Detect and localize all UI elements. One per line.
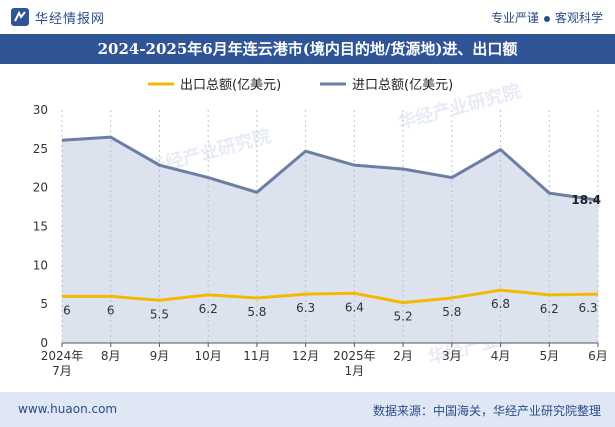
x-tick-label-line: 9月 xyxy=(150,349,170,363)
chart-title: 2024-2025年6月年连云港市(境内目的地/货源地)进、出口额 xyxy=(0,34,615,64)
footer-source: 数据来源：中国海关，华经产业研究院整理 xyxy=(372,404,601,418)
data-label-s0-3: 6.2 xyxy=(199,302,218,316)
y-tick-label-6: 30 xyxy=(33,103,48,117)
data-label-s0-7: 5.2 xyxy=(394,310,413,324)
data-label-s0-8: 5.8 xyxy=(442,305,461,319)
legend-label-0: 出口总额(亿美元) xyxy=(180,78,281,93)
tagline-right: 客观科学 xyxy=(554,11,603,25)
y-tick-label-3: 15 xyxy=(33,220,48,234)
y-tick-label-5: 25 xyxy=(33,142,48,156)
x-tick-label-line: 4月 xyxy=(491,349,511,363)
x-tick-label-line: 10月 xyxy=(195,349,222,363)
data-label-s0-4: 5.8 xyxy=(247,305,266,319)
chart: 华经产业研究院华经产业研究院华经产业研究院华经产业研究院051015202530… xyxy=(33,78,608,378)
footer: www.huaon.com 数据来源：中国海关，华经产业研究院整理 xyxy=(0,392,615,427)
data-label-s0-6: 6.4 xyxy=(345,300,364,314)
series-line-0 xyxy=(62,288,599,305)
x-tick-label-line: 12月 xyxy=(292,349,319,363)
x-tick-label-line: 11月 xyxy=(243,349,270,363)
x-tick-label-line: 2024年 xyxy=(41,349,84,363)
x-tick-label-line: 8月 xyxy=(101,349,121,363)
x-tick-label-line: 3月 xyxy=(442,349,462,363)
x-tick-label-9: 4月 xyxy=(491,349,511,363)
y-tick-label-0: 0 xyxy=(40,336,48,350)
x-tick-label-line: 2月 xyxy=(393,349,413,363)
y-tick-label-4: 20 xyxy=(33,181,48,195)
logo-icon xyxy=(11,8,29,26)
data-label-s0-5: 6.3 xyxy=(296,301,315,315)
data-label-s0-2: 5.5 xyxy=(150,307,169,321)
y-tick-label-2: 10 xyxy=(33,258,48,272)
data-label-s0-1: 6 xyxy=(107,303,115,317)
data-label-s0-9: 6.8 xyxy=(491,297,510,311)
legend-label-1: 进口总额(亿美元) xyxy=(352,78,453,93)
x-tick-label-line: 7月 xyxy=(52,364,72,378)
data-label-s0-11: 6.3 xyxy=(578,301,597,315)
top-bar: 华经情报网 专业严谨 客观科学 xyxy=(0,0,615,34)
x-tick-label-line: 2025年 xyxy=(333,349,376,363)
tagline-left: 专业严谨 xyxy=(490,11,539,25)
x-tick-label-6: 2025年 1月 xyxy=(333,349,376,378)
x-tick-label-4: 11月 xyxy=(243,349,270,363)
x-tick-label-8: 3月 xyxy=(442,349,462,363)
footer-website[interactable]: www.huaon.com xyxy=(18,402,118,416)
x-tick-label-line: 1月 xyxy=(345,364,365,378)
x-tick-label-1: 8月 xyxy=(101,349,121,363)
site-name: 华经情报网 xyxy=(35,11,106,27)
x-tick-label-5: 12月 xyxy=(292,349,319,363)
dot-icon xyxy=(543,15,550,22)
data-label-s0-10: 6.2 xyxy=(540,302,559,316)
series-line-1 xyxy=(61,135,599,202)
x-tick-label-line: 5月 xyxy=(539,349,559,363)
x-tick-label-10: 5月 xyxy=(539,349,559,363)
x-tick-label-2: 9月 xyxy=(150,349,170,363)
data-label-s1-11: 18.4 xyxy=(571,193,601,207)
data-label-s0-0: 6 xyxy=(63,303,71,317)
logo[interactable]: 华经情报网 xyxy=(10,7,105,27)
series-area-1 xyxy=(62,137,598,343)
x-tick-label-line: 6月 xyxy=(588,349,608,363)
y-tick-label-1: 5 xyxy=(40,297,48,311)
x-tick-label-7: 2月 xyxy=(393,349,413,363)
x-tick-label-11: 6月 xyxy=(588,349,608,363)
x-tick-label-3: 10月 xyxy=(195,349,222,363)
x-tick-label-0: 2024年 7月 xyxy=(41,349,84,378)
tagline: 专业严谨 客观科学 xyxy=(491,9,603,26)
